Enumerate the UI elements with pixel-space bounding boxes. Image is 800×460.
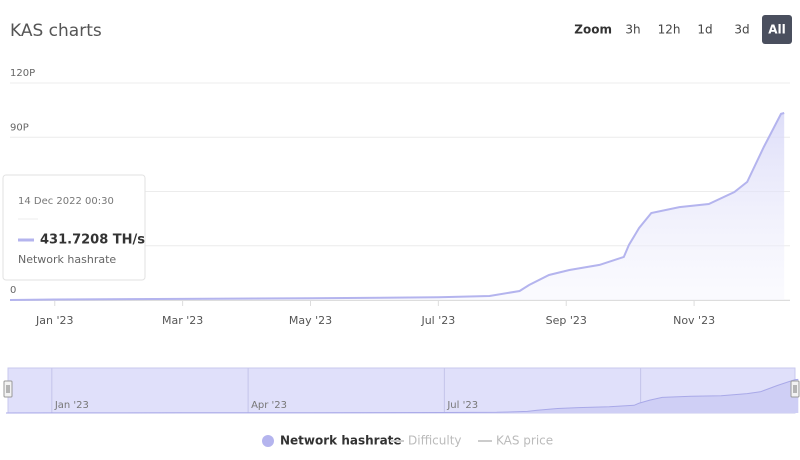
navigator-handle[interactable] <box>3 380 13 398</box>
legend-label[interactable]: Network hashrate <box>280 434 402 448</box>
x-tick-label: Mar '23 <box>162 314 203 327</box>
navigator-area <box>6 379 799 413</box>
range-button[interactable]: 12h <box>658 23 681 37</box>
x-tick-label: Jan '23 <box>35 314 73 327</box>
chart-title: KAS charts <box>10 21 102 41</box>
area <box>10 113 785 300</box>
y-tick-label: 90P <box>10 122 29 133</box>
zoom-label: Zoom <box>574 23 612 37</box>
tooltip-box <box>2 174 146 281</box>
x-tick-label: Sep '23 <box>546 314 587 327</box>
y-tick-label: 0 <box>10 285 16 296</box>
navigator-handle[interactable] <box>790 380 800 398</box>
navigator-mask <box>7 367 796 414</box>
tooltip-series: Network hashrate <box>18 253 116 266</box>
navigator-tick-label: Jan '23 <box>54 400 89 411</box>
navigator-tick-label: Apr '23 <box>251 400 287 411</box>
range-button[interactable]: 3d <box>734 23 749 37</box>
x-tick-label: Nov '23 <box>673 314 715 327</box>
x-tick-label: Jul '23 <box>420 314 455 327</box>
legend: Network hashrate Difficulty KAS price <box>262 434 553 448</box>
legend-label[interactable]: KAS price <box>496 434 553 448</box>
legend-symbol[interactable] <box>262 435 274 447</box>
range-button-bg[interactable] <box>762 15 792 44</box>
range-button[interactable]: 1d <box>697 23 712 37</box>
navigator-line <box>5 378 799 414</box>
x-tick-label: May '23 <box>289 314 332 327</box>
legend-label[interactable]: Difficulty <box>408 434 462 448</box>
range-button[interactable]: All <box>768 23 786 37</box>
line <box>9 112 785 301</box>
tooltip: 14 Dec 2022 00:30 431.7208 TH/s Network … <box>2 174 146 281</box>
tooltip-date: 14 Dec 2022 00:30 <box>18 196 114 207</box>
navigator-tick-label: Jul '23 <box>446 400 478 411</box>
tooltip-value: 431.7208 TH/s <box>40 233 145 248</box>
range-button[interactable]: 3h <box>625 23 640 37</box>
y-tick-label: 120P <box>10 68 35 79</box>
